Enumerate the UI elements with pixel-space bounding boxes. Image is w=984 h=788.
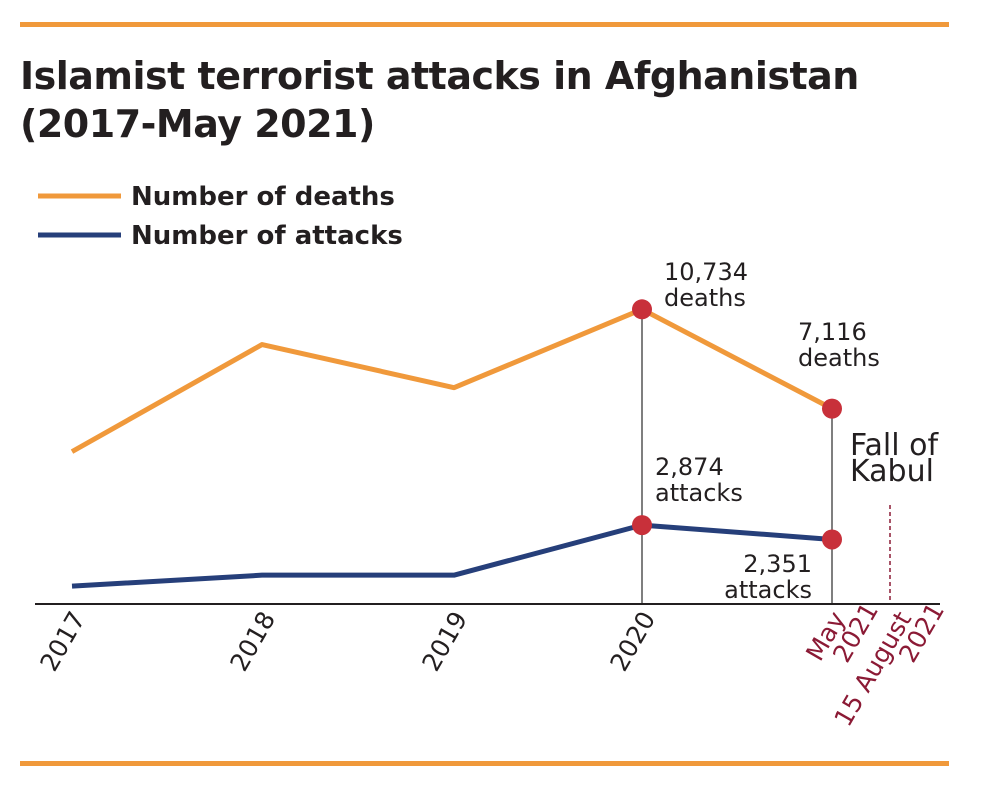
annotation-deaths-may2021-line: 7,116 (798, 318, 867, 346)
top-rule (20, 22, 949, 27)
x-tick-line: 2019 (416, 607, 473, 677)
x-tick-line: 2017 (34, 607, 91, 677)
x-tick-line: 2018 (224, 607, 281, 677)
bottom-rule (20, 761, 949, 766)
annotation-attacks-2020-line: attacks (655, 479, 743, 507)
legend-label-0: Number of deaths (131, 182, 395, 212)
annotation-deaths-may2021: 7,116 deaths (798, 318, 880, 372)
data-point-0-3 (632, 299, 652, 320)
annotation-deaths-2020: 10,734 deaths (664, 258, 748, 312)
legend-label-1: Number of attacks (131, 221, 403, 251)
annotation-deaths-may2021-line: deaths (798, 344, 880, 372)
x-tick-text: 2019 (416, 607, 473, 677)
data-point-1-4 (822, 529, 842, 550)
x-tick-text: 2020 (604, 607, 661, 677)
series-line-1 (71, 522, 833, 589)
x-tick-text: 2018 (224, 607, 281, 677)
x-tick-label-1: 2018 (224, 607, 281, 677)
x-tick-text: 2017 (34, 607, 91, 677)
x-tick-line: 2020 (604, 607, 661, 677)
annotation-attacks-may2021: 2,351 attacks (724, 550, 812, 604)
series-line-0 (70, 306, 834, 454)
annotation-deaths-2020-line: 10,734 (664, 258, 748, 286)
chart-title: Islamist terrorist attacks in Afghanista… (20, 54, 859, 146)
x-tick-label-2: 2019 (416, 607, 473, 677)
data-point-1-3 (632, 515, 652, 536)
annotation-attacks-may2021-line: attacks (724, 576, 812, 604)
annotation-attacks-2020-line: 2,874 (655, 453, 724, 481)
annotation-fall-of-kabul-line: Kabul (850, 454, 934, 489)
annotation-attacks-may2021-line: 2,351 (743, 550, 812, 578)
annotation-fall-of-kabul-line: Fall of (850, 428, 939, 463)
annotation-attacks-2020: 2,874 attacks (655, 453, 743, 507)
x-tick-label-0: 2017 (34, 607, 91, 677)
annotation-fall-of-kabul: Fall of Kabul (850, 428, 939, 489)
annotation-deaths-2020-line: deaths (664, 284, 746, 312)
x-tick-label-3: 2020 (604, 607, 661, 677)
data-point-0-4 (822, 398, 842, 419)
